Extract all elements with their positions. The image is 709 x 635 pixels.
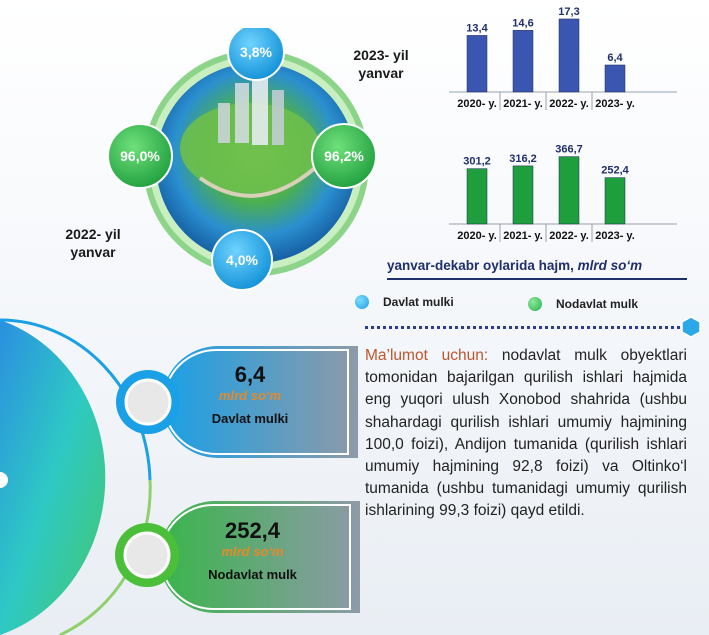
private-chart-bar <box>512 165 534 225</box>
legend-state: Davlat mulki <box>355 295 454 309</box>
private-chart-value-label: 316,2 <box>509 153 537 165</box>
state-pill-content: 6,4 mlrd so‘m Davlat mulki <box>190 362 310 426</box>
legend-state-label: Davlat mulki <box>383 295 454 309</box>
private-chart-category-label: 2023- y. <box>595 230 635 242</box>
state-chart-bar <box>466 35 488 93</box>
state-chart-value-label: 6,4 <box>607 52 623 64</box>
right-percentage: 96,2% <box>324 148 364 164</box>
private-pill-name: Nodavlat mulk <box>208 567 297 582</box>
private-chart-category-label: 2022- y. <box>549 230 589 242</box>
private-chart-value-label: 252,4 <box>601 165 629 177</box>
legend-private: Nodavlat mulk <box>528 297 638 311</box>
state-pill <box>116 346 358 458</box>
label-2023-line2: yanvar <box>358 65 404 81</box>
info-text: nodavlat mulk obyektlari tomonidan bajar… <box>365 347 687 520</box>
legend-private-label: Nodavlat mulk <box>556 297 639 311</box>
state-chart-value-label: 17,3 <box>558 6 579 18</box>
globe-infographic: 3,8% 96,0% 96,2% 4,0% <box>107 28 377 291</box>
private-pill-content: 252,4 mlrd so‘m Nodavlat mulk <box>190 518 315 582</box>
private-bar-chart: 301,2 2020- y. 316,2 2021- y. 366,7 2022- y. 2… <box>449 144 677 242</box>
chart-caption: yanvar-dekabr oylarida hajm, mlrd so‘m <box>387 258 642 273</box>
private-pill <box>115 501 360 613</box>
state-chart-category-label: 2023- y. <box>595 98 635 110</box>
state-bar-chart: 13,4 2020- y. 14,6 2021- y. 17,3 2022- y. 6,4 2… <box>449 6 677 110</box>
label-2022-line2: yanvar <box>70 244 116 260</box>
private-chart-value-label: 301,2 <box>463 156 491 168</box>
private-chart-bar <box>466 168 488 225</box>
top-percentage-bubble: 3,8% <box>227 28 285 81</box>
caption-underline <box>387 278 687 280</box>
label-2023-line1: 2023- yil <box>353 47 409 63</box>
caption-unit: mlrd so‘m <box>577 258 643 273</box>
state-chart-category-label: 2022- y. <box>549 98 589 110</box>
private-pill-value: 252,4 <box>224 518 281 543</box>
state-chart-category-label: 2021- y. <box>503 98 543 110</box>
state-pill-unit: mlrd so‘m <box>218 388 282 403</box>
state-chart-value-label: 13,4 <box>466 22 488 34</box>
state-chart-bar <box>558 18 580 93</box>
label-2022-line1: 2022- yil <box>65 226 121 242</box>
private-chart-category-label: 2020- y. <box>457 230 497 242</box>
top-percentage: 3,8% <box>240 44 272 60</box>
hexagon-icon <box>681 316 701 338</box>
legend-private-dot <box>528 297 542 311</box>
state-chart-bar <box>512 30 534 93</box>
private-chart-bar <box>604 177 626 225</box>
bottom-percentage: 4,0% <box>226 252 258 268</box>
state-chart-category-label: 2020- y. <box>457 98 497 110</box>
label-2022: 2022- yil yanvar <box>38 225 148 261</box>
caption-main: yanvar-dekabr oylarida hajm, <box>387 258 574 273</box>
left-percentage-bubble: 96,0% <box>107 123 173 189</box>
legend-state-dot <box>355 295 369 309</box>
private-chart-bar <box>558 156 580 225</box>
right-percentage-bubble: 96,2% <box>311 123 377 189</box>
bottom-percentage-bubble: 4,0% <box>211 229 273 291</box>
dotted-separator <box>365 326 680 329</box>
private-chart-value-label: 366,7 <box>555 144 583 156</box>
label-2023: 2023- yil yanvar <box>336 46 426 82</box>
state-pill-value: 6,4 <box>234 362 266 387</box>
state-pill-name: Davlat mulki <box>211 411 289 426</box>
state-chart-bar <box>604 64 626 93</box>
info-highlight: Ma’lumot uchun: <box>365 347 489 364</box>
info-paragraph: Ma’lumot uchun: nodavlat mulk obyektlari… <box>365 345 687 523</box>
private-chart-category-label: 2021- y. <box>503 230 543 242</box>
left-percentage: 96,0% <box>120 148 160 164</box>
private-pill-unit: mlrd so‘m <box>221 544 284 559</box>
state-chart-value-label: 14,6 <box>512 17 533 29</box>
